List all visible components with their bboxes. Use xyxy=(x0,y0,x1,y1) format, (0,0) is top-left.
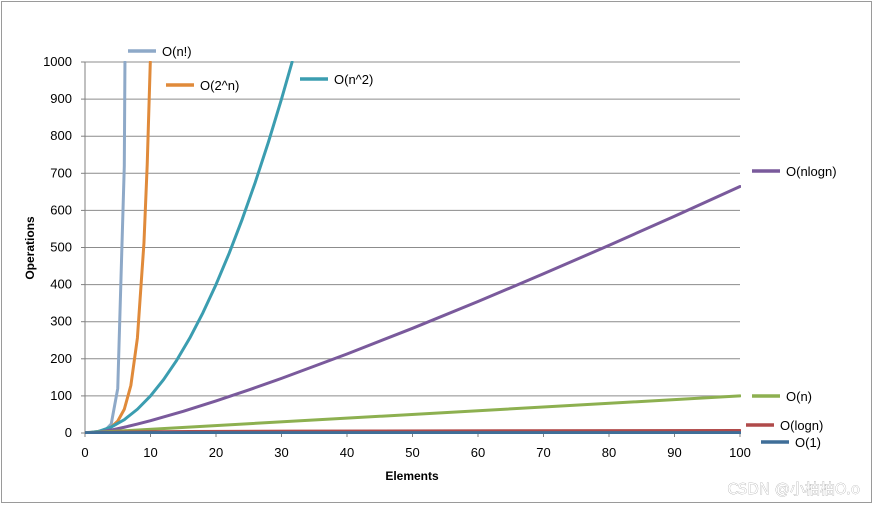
series-lines xyxy=(85,61,741,434)
series-line-o-n-2 xyxy=(85,61,294,434)
legend-label-o-1: O(1) xyxy=(795,435,821,450)
x-tick-label-0: 0 xyxy=(81,445,88,460)
y-axis-title: Operations xyxy=(23,216,37,280)
legend-label-o-n: O(n) xyxy=(786,389,812,404)
legend-label-o-2-n: O(2^n) xyxy=(200,78,239,93)
y-tick-label-500: 500 xyxy=(50,240,72,255)
x-tick-label-10: 10 xyxy=(143,445,157,460)
y-tick-label-600: 600 xyxy=(50,202,72,217)
x-tick-label-20: 20 xyxy=(209,445,223,460)
y-tick-label-900: 900 xyxy=(50,91,72,106)
y-tick-label-700: 700 xyxy=(50,165,72,180)
x-axis-title: Elements xyxy=(385,469,439,483)
legend: O(n!) O(2^n) O(n^2) O(nlogn) O(n) O(logn) O(1) xyxy=(128,44,837,450)
watermark-text: CSDN @小柚柚O.o xyxy=(727,480,860,498)
legend-label-o-n: O(n!) xyxy=(162,44,192,59)
x-tick-label-80: 80 xyxy=(602,445,616,460)
legend-label-o-nlogn: O(nlogn) xyxy=(786,164,837,179)
axes xyxy=(81,61,741,437)
tick-labels: 0 100 200 300 400 500 600 700 800 900 1000 0 10 20 30 4… xyxy=(43,54,751,460)
y-tick-label-300: 300 xyxy=(50,314,72,329)
x-tick-label-60: 60 xyxy=(471,445,485,460)
x-tick-label-50: 50 xyxy=(405,445,419,460)
x-tick-label-100: 100 xyxy=(729,445,751,460)
x-tick-label-70: 70 xyxy=(536,445,550,460)
y-tick-label-400: 400 xyxy=(50,277,72,292)
legend-label-o-n-2: O(n^2) xyxy=(334,72,373,87)
y-tick-label-100: 100 xyxy=(50,388,72,403)
y-tick-label-200: 200 xyxy=(50,351,72,366)
gridlines xyxy=(85,61,740,397)
series-line-o-n xyxy=(85,394,741,434)
y-tick-label-0: 0 xyxy=(65,425,72,440)
x-tick-label-30: 30 xyxy=(274,445,288,460)
series-line-o-nlogn xyxy=(90,185,741,434)
y-tick-label-1000: 1000 xyxy=(43,54,72,69)
legend-label-o-logn: O(logn) xyxy=(780,418,823,433)
x-tick-label-90: 90 xyxy=(667,445,681,460)
x-tick-label-40: 40 xyxy=(340,445,354,460)
y-tick-label-800: 800 xyxy=(50,128,72,143)
